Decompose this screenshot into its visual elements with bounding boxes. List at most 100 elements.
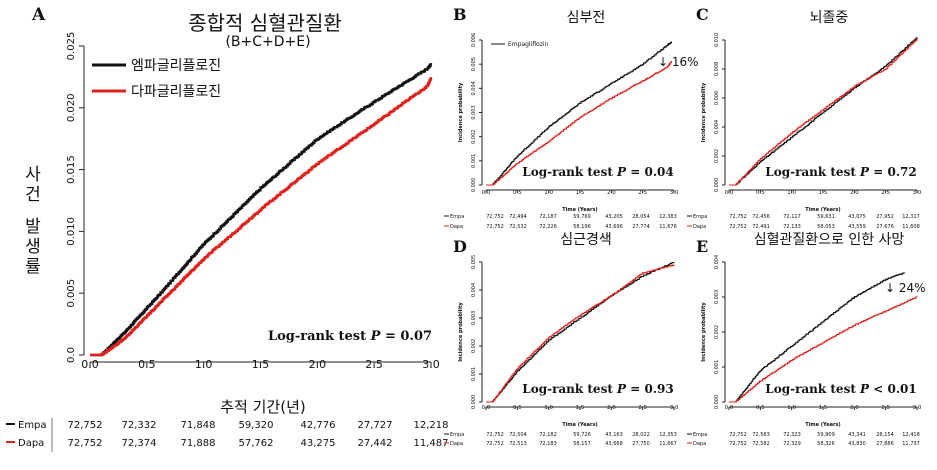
panel-d-risk-value: 72,752	[486, 441, 504, 447]
panel-e-risk-label-dapa: Dapa	[693, 441, 706, 447]
panel-d-risk-value: 59,726	[573, 432, 591, 438]
panel-d-xtick-label: 2.0	[607, 405, 616, 411]
panel-b-legend-label-empa: Empagliflozin	[508, 41, 549, 48]
panel-a-ylabel-char: 발	[25, 217, 41, 237]
panel-e-xtick-label: 3.0	[913, 405, 922, 411]
panel-c-risk-value: 72,133	[783, 224, 801, 230]
panel-a-risk-value: 71,888	[181, 438, 216, 449]
panel-e-risk-value: 72,582	[752, 441, 770, 447]
panel-d-risk-value: 72,752	[486, 432, 504, 438]
panel-a-risk-value: 71,848	[181, 420, 216, 431]
panel-e-risk-value: 72,329	[783, 441, 801, 447]
panel-d-xtick-label: 2.5	[638, 405, 647, 411]
panel-a-ytick-label: 0.005	[66, 279, 77, 308]
panel-d-xtick-label: 3.0	[670, 405, 679, 411]
panel-b-risk-value: 12,383	[659, 214, 677, 220]
panel-a-risk-value: 43,275	[301, 438, 336, 449]
panel-e-xtick-label: 2.5	[881, 405, 890, 411]
panel-e-risk-value: 43,830	[848, 441, 866, 447]
panel-c-xtick-label: 2.5	[881, 190, 890, 196]
panel-a-ytick-label: 0.015	[66, 155, 77, 184]
panel-b-ytick-label: 0.002	[471, 130, 477, 144]
panel-e-risk-value: 59,909	[817, 432, 835, 438]
panel-d-risk-value: 58,157	[573, 441, 591, 447]
panel-c-risk-value: 11,608	[902, 224, 920, 230]
panel-e-line-empa	[729, 272, 906, 403]
panel-b-risk-value: 72,532	[509, 224, 527, 230]
panel-a-risk-label-empa: Empa	[18, 420, 47, 431]
panel-b-xtick-label: 3.0	[670, 190, 679, 196]
panel-b-ytick-label: 0.005	[471, 57, 477, 71]
panel-b-xtick-label: 2.5	[638, 190, 647, 196]
panel-a-xtick-label: 1.0	[195, 358, 213, 371]
panel-e-xtick-label: 0.5	[756, 405, 765, 411]
panel-d-risk-value: 27,750	[632, 441, 650, 447]
panel-e-risk-value: 72,323	[783, 432, 801, 438]
panel-b-line-dapa	[486, 61, 673, 186]
panel-a-ylabel-char: 률	[25, 257, 41, 277]
panel-a-risk-label-dapa: Dapa	[18, 438, 44, 449]
panel-c-xtick-label: 2.0	[850, 190, 859, 196]
panel-c-risk-value: 72,117	[783, 214, 801, 220]
panel-e-xtick-label: 0.0	[725, 405, 734, 411]
panel-e-title: 심혈관질환으로 인한 사망	[754, 232, 905, 248]
panel-b-xlabel: Time (Years)	[562, 207, 597, 213]
panel-e-xlabel: Time (Years)	[805, 422, 840, 428]
panel-c-ytick-label: 0.010	[714, 33, 720, 47]
panel-c-risk-value: 72,456	[752, 214, 770, 220]
panel-d-pvalue: Log-rank test P = 0.93	[522, 382, 673, 396]
panel-a-risk-value: 72,374	[122, 438, 157, 449]
panel-d-ytick-label: 0.003	[471, 311, 477, 325]
panel-e-risk-label-empa: Empa	[693, 432, 707, 438]
panel-a-risk-value: 27,727	[358, 420, 393, 431]
panel-c-risk-value: 72,752	[729, 214, 747, 220]
panel-b-risk-value: 72,752	[486, 224, 504, 230]
panel-e-pvalue: Log-rank test P < 0.01	[765, 382, 916, 396]
panel-a-risk-value: 57,762	[239, 438, 274, 449]
panel-b-letter: B	[453, 5, 467, 24]
panel-e-ytick-label: 0.003	[714, 290, 720, 304]
panel-a-risk-value: 27,442	[358, 438, 393, 449]
panel-e-ytick-label: 0.000	[714, 395, 720, 409]
panel-a-line-empa	[90, 63, 433, 357]
panel-a-risk-value: 42,776	[301, 420, 336, 431]
panel-e-annotation: ↓ 24%	[885, 281, 926, 295]
panel-d-ytick-label: 0.002	[471, 339, 477, 353]
panel-c-risk-value: 58,053	[817, 224, 835, 230]
panel-c-risk-label-dapa: Dapa	[693, 224, 706, 230]
panel-a-legend-label-dapa: 다파글리플로진	[131, 84, 221, 100]
panel-e-ytick-label: 0.004	[714, 255, 720, 269]
panel-a-xtick-label: 1.5	[252, 358, 270, 371]
panel-c-ytick-label: 0.006	[714, 91, 720, 105]
panel-a-risk-value: 72,332	[122, 420, 157, 431]
panel-a-letter: A	[31, 5, 46, 25]
panel-c-risk-value: 43,075	[848, 214, 866, 220]
panel-c-ytick-label: 0.008	[714, 62, 720, 76]
panel-a-ylabel-char: 건	[25, 185, 41, 205]
panel-d-risk-value: 72,504	[509, 432, 527, 438]
panel-a-line-dapa	[90, 77, 433, 357]
panel-e-letter: E	[696, 237, 708, 256]
panel-e-ytick-label: 0.002	[714, 325, 720, 339]
panel-b-xtick-label: 0.5	[513, 190, 522, 196]
panel-a-xtick-label: 0.0	[81, 358, 99, 371]
panel-a-legend-label-empa: 엠파글리플로진	[131, 58, 221, 74]
panel-d-xtick-label: 0.0	[482, 405, 491, 411]
panel-b-ylabel: Incidence probability	[458, 82, 464, 142]
panel-c-risk-value: 12,317	[902, 214, 920, 220]
panel-d-risk-value: 43,668	[605, 441, 623, 447]
panel-d-letter: D	[453, 237, 467, 256]
panel-a-xtick-label: 0.5	[138, 358, 156, 371]
panel-b-ytick-label: 0.004	[471, 81, 477, 95]
panel-c-line-dapa	[729, 38, 918, 186]
panel-b-risk-value: 58,196	[573, 224, 591, 230]
panel-e-risk-value: 11,737	[902, 441, 920, 447]
panel-d-risk-label-dapa: Dapa	[450, 441, 463, 447]
panel-d-risk-value: 11,667	[659, 441, 677, 447]
panel-c-xlabel: Time (Years)	[805, 207, 840, 213]
panel-d-line-empa	[486, 262, 675, 403]
panel-c-ylabel: Incidence probability	[701, 82, 707, 142]
panel-b-ytick-label: 0.003	[471, 105, 477, 119]
panel-a-risk-value: 59,320	[239, 420, 274, 431]
panel-b-ytick-label: 0.001	[471, 154, 477, 168]
